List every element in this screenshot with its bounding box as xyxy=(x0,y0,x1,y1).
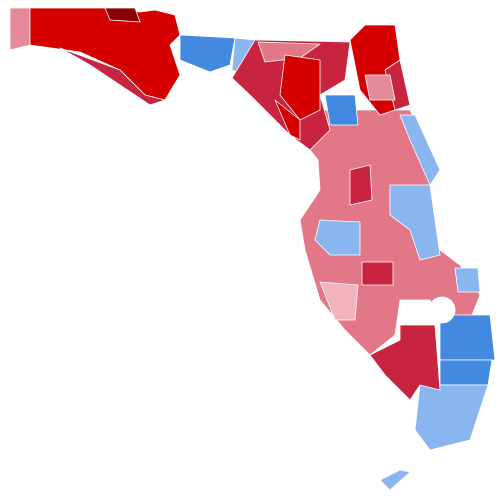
county-region xyxy=(104,7,141,23)
county-region xyxy=(454,267,481,293)
county-region xyxy=(379,469,411,491)
county-region xyxy=(439,359,493,386)
county-region xyxy=(369,324,441,401)
lake-okeechobee xyxy=(428,296,456,324)
county-region xyxy=(361,261,394,286)
county-region xyxy=(349,164,373,206)
county-region xyxy=(414,384,489,451)
county-region xyxy=(389,184,441,261)
county-region xyxy=(399,114,441,186)
county-region xyxy=(364,74,396,101)
county-region xyxy=(179,34,236,73)
county-region xyxy=(279,54,321,121)
county-region xyxy=(59,47,166,106)
county-region xyxy=(274,99,301,141)
county-region xyxy=(324,94,359,126)
county-region xyxy=(439,314,496,361)
county-region xyxy=(314,219,361,256)
county-region xyxy=(29,7,181,101)
county-region xyxy=(319,281,359,321)
county-region xyxy=(9,7,31,51)
